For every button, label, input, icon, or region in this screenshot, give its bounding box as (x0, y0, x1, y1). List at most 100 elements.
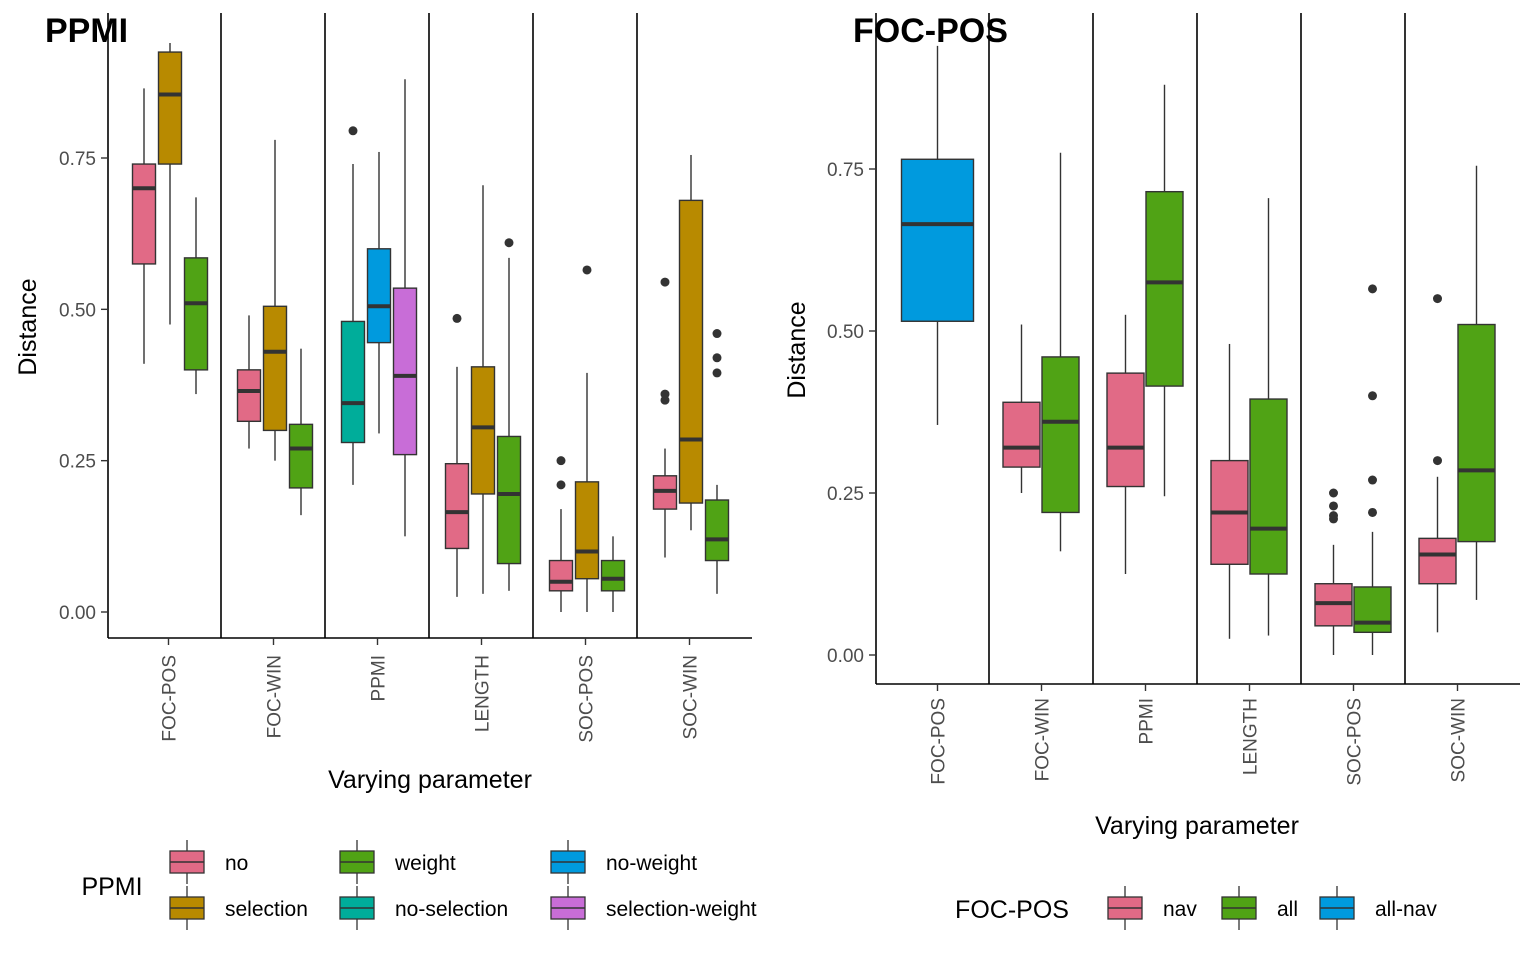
legend-label: selection-weight (606, 898, 757, 921)
x-tick-label: SOC-WIN (1449, 698, 1470, 782)
legend-item-no: no (169, 840, 248, 884)
box-soc-pos-all (1353, 284, 1392, 655)
x-axis-title: Varying parameter (328, 766, 532, 794)
legend-label: no (225, 852, 248, 875)
outlier-point (348, 126, 358, 136)
outlier-point (1329, 501, 1338, 511)
box-foc-win-all (1041, 152, 1080, 552)
box-ppmi-selection-weight (392, 79, 418, 537)
legend-label: all-nav (1375, 898, 1437, 921)
box-foc-pos-all-nav (900, 45, 975, 425)
y-tick-label: 0.25 (59, 452, 96, 473)
legend-label: no-weight (606, 852, 697, 875)
box-iqr (548, 559, 574, 592)
box-iqr (1353, 586, 1392, 634)
x-tick-label: SOC-POS (577, 655, 598, 743)
box-iqr (1041, 356, 1080, 514)
box-length-nav (1210, 343, 1249, 639)
x-tick-label: FOC-POS (929, 698, 950, 785)
outlier-point (556, 456, 566, 466)
box-ppmi-all (1145, 84, 1184, 497)
box-iqr (1457, 323, 1496, 543)
box-soc-pos-nav (1314, 488, 1353, 655)
box-ppmi-nav (1106, 314, 1145, 574)
outlier-point (660, 277, 670, 287)
outlier-point (1368, 507, 1377, 517)
outlier-point (1368, 391, 1377, 401)
x-tick-label: PPMI (369, 655, 390, 701)
outlier-point (1368, 284, 1377, 294)
box-iqr (1106, 372, 1145, 488)
outlier-point (712, 353, 722, 363)
legend-item-selection: selection (169, 886, 308, 930)
outlier-point (1329, 511, 1338, 521)
box-foc-win-selection (262, 139, 288, 461)
legend-item-all-nav: all-nav (1319, 886, 1437, 930)
box-iqr (1145, 190, 1184, 387)
legend-label: selection (225, 898, 308, 921)
x-tick-label: FOC-POS (160, 655, 181, 742)
box-length-all (1249, 198, 1288, 636)
legend-title: PPMI (81, 873, 142, 901)
y-tick-label: 0.75 (59, 149, 96, 170)
outlier-point (556, 480, 566, 490)
legend-label: all (1277, 898, 1298, 921)
box-foc-win-no (236, 315, 262, 449)
legend: PPMI no selection weight no-selection no-weig… (81, 840, 757, 930)
outlier-point (1368, 475, 1377, 485)
box-soc-pos-weight (600, 536, 626, 612)
box-ppmi-no-weight (366, 151, 392, 434)
panel-ppmi: PPMI 0.00 0.25 0.50 0.75 FOC-POS FOC-WIN PPMI LE… (14, 12, 757, 930)
box-length-selection (470, 185, 496, 594)
box-iqr (496, 435, 522, 565)
x-tick-label: FOC-WIN (265, 655, 286, 738)
y-tick-label: 0.75 (827, 160, 864, 181)
y-tick-label: 0.50 (827, 322, 864, 343)
y-axis-title: Distance (14, 278, 42, 375)
legend-label: nav (1163, 898, 1197, 921)
legend-item-nav: nav (1107, 886, 1197, 930)
box-iqr (600, 559, 626, 592)
box-iqr (288, 423, 314, 489)
box-iqr (366, 248, 392, 344)
box-iqr (392, 287, 418, 456)
y-tick-label: 0.50 (59, 300, 96, 321)
box-iqr (444, 462, 470, 550)
legend-title: FOC-POS (955, 896, 1069, 924)
legend-item-no-selection: no-selection (339, 886, 508, 930)
x-tick-label: SOC-WIN (681, 655, 702, 739)
outlier-point (504, 238, 514, 248)
box-length-weight (496, 238, 522, 591)
box-iqr (183, 257, 209, 371)
box-iqr (574, 481, 600, 580)
box-iqr (1249, 398, 1288, 575)
legend-item-selection-weight: selection-weight (550, 886, 757, 930)
x-tick-label: FOC-WIN (1033, 698, 1054, 781)
box-foc-win-weight (288, 348, 314, 516)
box-soc-pos-no (548, 456, 574, 612)
box-iqr (678, 199, 704, 504)
box-iqr (340, 320, 366, 444)
panel-foc-pos: FOC-POS 0.00 0.25 0.50 0.75 FOC-POS FOC-WIN PPM… (783, 12, 1520, 930)
box-soc-pos-selection (574, 265, 600, 612)
box-length-no (444, 313, 470, 597)
outlier-point (1329, 488, 1338, 498)
box-soc-win-no (652, 277, 678, 558)
x-tick-label: SOC-POS (1345, 698, 1366, 786)
box-soc-win-nav (1418, 294, 1457, 633)
y-tick-label: 0.00 (59, 603, 96, 624)
outlier-point (712, 368, 722, 378)
outlier-point (1433, 294, 1442, 304)
box-iqr (1002, 401, 1041, 468)
legend-item-no-weight: no-weight (550, 840, 697, 884)
legend-item-weight: weight (339, 840, 456, 884)
y-axis-title: Distance (783, 301, 811, 398)
box-soc-win-selection (678, 154, 704, 531)
box-iqr (131, 163, 157, 265)
box-foc-pos-no (131, 88, 157, 364)
y-tick-label: 0.25 (827, 484, 864, 505)
box-foc-pos-weight (183, 197, 209, 395)
box-iqr (1418, 537, 1457, 585)
